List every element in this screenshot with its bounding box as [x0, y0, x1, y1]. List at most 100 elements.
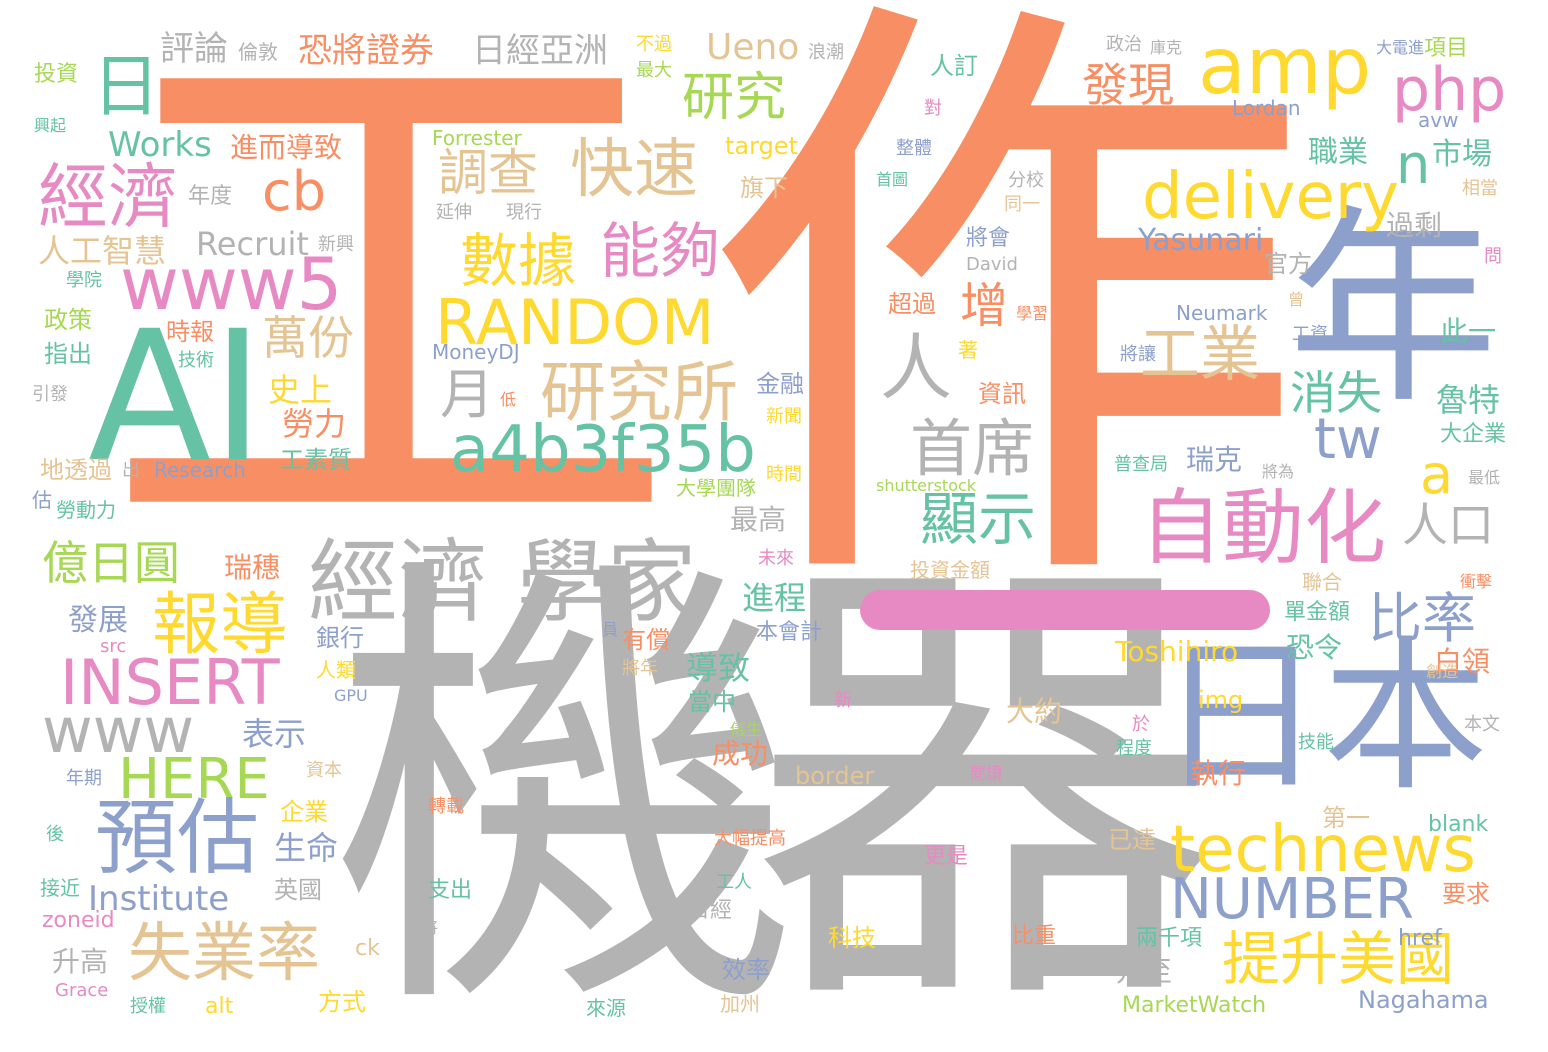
cloud-word: 調查: [438, 144, 538, 202]
cloud-word: 資訊: [978, 380, 1026, 408]
cloud-word: 同一: [1004, 194, 1040, 215]
cloud-word: 機: [330, 521, 800, 1052]
cloud-word: 加州: [720, 992, 760, 1016]
cloud-word: 大約: [1006, 695, 1063, 728]
cloud-word: 人口: [1402, 498, 1494, 552]
cloud-word: src: [100, 636, 127, 657]
cloud-word: 儀生: [730, 720, 763, 739]
cloud-word: 地透過: [40, 456, 112, 484]
cloud-word: 快速: [570, 133, 698, 207]
cloud-word: 恐將證券: [298, 31, 434, 71]
cloud-word: 英國: [274, 876, 322, 904]
cloud-word: 工資: [1292, 324, 1328, 345]
cloud-word: img: [1198, 686, 1244, 714]
cloud-word: 時間: [766, 464, 802, 485]
cloud-word: HERE: [118, 747, 270, 812]
cloud-word: Research: [154, 458, 246, 482]
cloud-word: 萬份: [262, 311, 354, 365]
cloud-word: 旗下: [740, 174, 788, 202]
cloud-word: Recruit: [196, 225, 309, 263]
cloud-word: 當中: [688, 688, 736, 716]
cloud-word: 最高: [730, 503, 787, 536]
cloud-word: Ueno: [706, 27, 800, 68]
cloud-word: 本文: [1464, 714, 1500, 735]
cloud-word: 銀行: [316, 624, 364, 652]
cloud-word: 資本: [306, 760, 342, 781]
cloud-word: 現行: [506, 202, 542, 223]
cloud-word: 經濟 學家: [308, 530, 697, 635]
cloud-word: 時報: [166, 318, 214, 346]
cloud-word: Forrester: [432, 126, 522, 150]
cloud-word: 人: [880, 326, 953, 410]
cloud-word: 興起: [34, 116, 67, 135]
cloud-word: 衝擊: [1460, 572, 1493, 591]
cloud-word: a4b3f35b: [450, 413, 756, 487]
cloud-word: 新聞: [766, 406, 802, 427]
cloud-word: 工業: [1140, 320, 1260, 390]
cloud-word: 相當: [1462, 178, 1498, 199]
cloud-word: 超過: [888, 290, 936, 318]
cloud-word: 瑞穗: [224, 551, 281, 584]
cloud-word: 浪潮: [808, 42, 844, 63]
cloud-word: 最低: [1468, 468, 1501, 487]
decorative-bar: [860, 590, 1270, 630]
cloud-word: 第一: [1322, 804, 1370, 832]
cloud-word: 發展: [68, 603, 128, 638]
cloud-word: INSERT: [60, 646, 280, 719]
cloud-word: 過剩: [1386, 209, 1443, 242]
cloud-word: GPU: [334, 686, 368, 705]
cloud-word: 執行: [1190, 757, 1247, 790]
cloud-word: 比率: [1368, 587, 1476, 650]
cloud-word: 政治: [1106, 34, 1142, 55]
cloud-word: 聯合: [1302, 570, 1342, 594]
cloud-word: MoneyDJ: [432, 340, 520, 364]
cloud-word: 對: [924, 98, 942, 119]
cloud-word: 瑞克: [1186, 443, 1243, 476]
cloud-word: 大電進: [1376, 38, 1425, 57]
cloud-word: NUMBER: [1170, 867, 1414, 932]
cloud-word: Lordan: [1232, 96, 1301, 120]
cloud-word: 後: [46, 824, 64, 845]
cloud-word: 恐令: [1286, 631, 1343, 664]
cloud-word: 增: [960, 278, 1009, 334]
cloud-word: 支出: [428, 878, 473, 903]
cloud-word: 發現: [1082, 58, 1174, 112]
cloud-word: 低: [500, 390, 517, 409]
cloud-word: Yasunari: [1138, 223, 1264, 258]
cloud-word: 進程: [742, 579, 807, 617]
cloud-word: 日本: [1158, 621, 1488, 813]
cloud-word: 學習: [1016, 304, 1049, 323]
cloud-word: 研究所: [540, 354, 738, 431]
cloud-word: 日經: [688, 898, 733, 923]
cloud-word: Works: [108, 125, 212, 165]
cloud-word: tw: [1314, 407, 1382, 472]
cloud-word: www: [42, 694, 195, 767]
cloud-word: Toshihiro: [1115, 635, 1239, 668]
cloud-word: 比重: [1012, 924, 1057, 949]
cloud-word: 首圖: [876, 170, 909, 189]
cloud-word: 將讓: [1120, 344, 1156, 365]
cloud-word: 年期: [66, 768, 102, 789]
cloud-word: 人類: [316, 658, 356, 682]
cloud-word: Institute: [88, 879, 230, 919]
cloud-word: 白領: [1434, 645, 1491, 678]
cloud-word: 表示: [242, 715, 307, 753]
cloud-word: 將: [422, 918, 439, 937]
cloud-word: 年度: [188, 184, 233, 209]
cloud-word: Neumark: [1176, 301, 1268, 325]
cloud-word: 問: [1484, 246, 1502, 267]
cloud-word: 技能: [1298, 732, 1334, 753]
cloud-word: 接近: [40, 876, 80, 900]
cloud-word: n: [1396, 133, 1431, 196]
cloud-word: ck: [355, 936, 380, 961]
cloud-word: RANDOM: [435, 286, 715, 359]
cloud-word: 學院: [66, 270, 102, 291]
cloud-word: Grace: [55, 980, 109, 1001]
cloud-word: 史上: [268, 371, 333, 409]
cloud-word: 曾: [1288, 290, 1305, 309]
cloud-word: 倫敦: [238, 40, 278, 64]
cloud-word: avw: [1418, 108, 1459, 132]
cloud-word: 工人: [716, 872, 752, 893]
cloud-word: 將年: [622, 658, 658, 679]
